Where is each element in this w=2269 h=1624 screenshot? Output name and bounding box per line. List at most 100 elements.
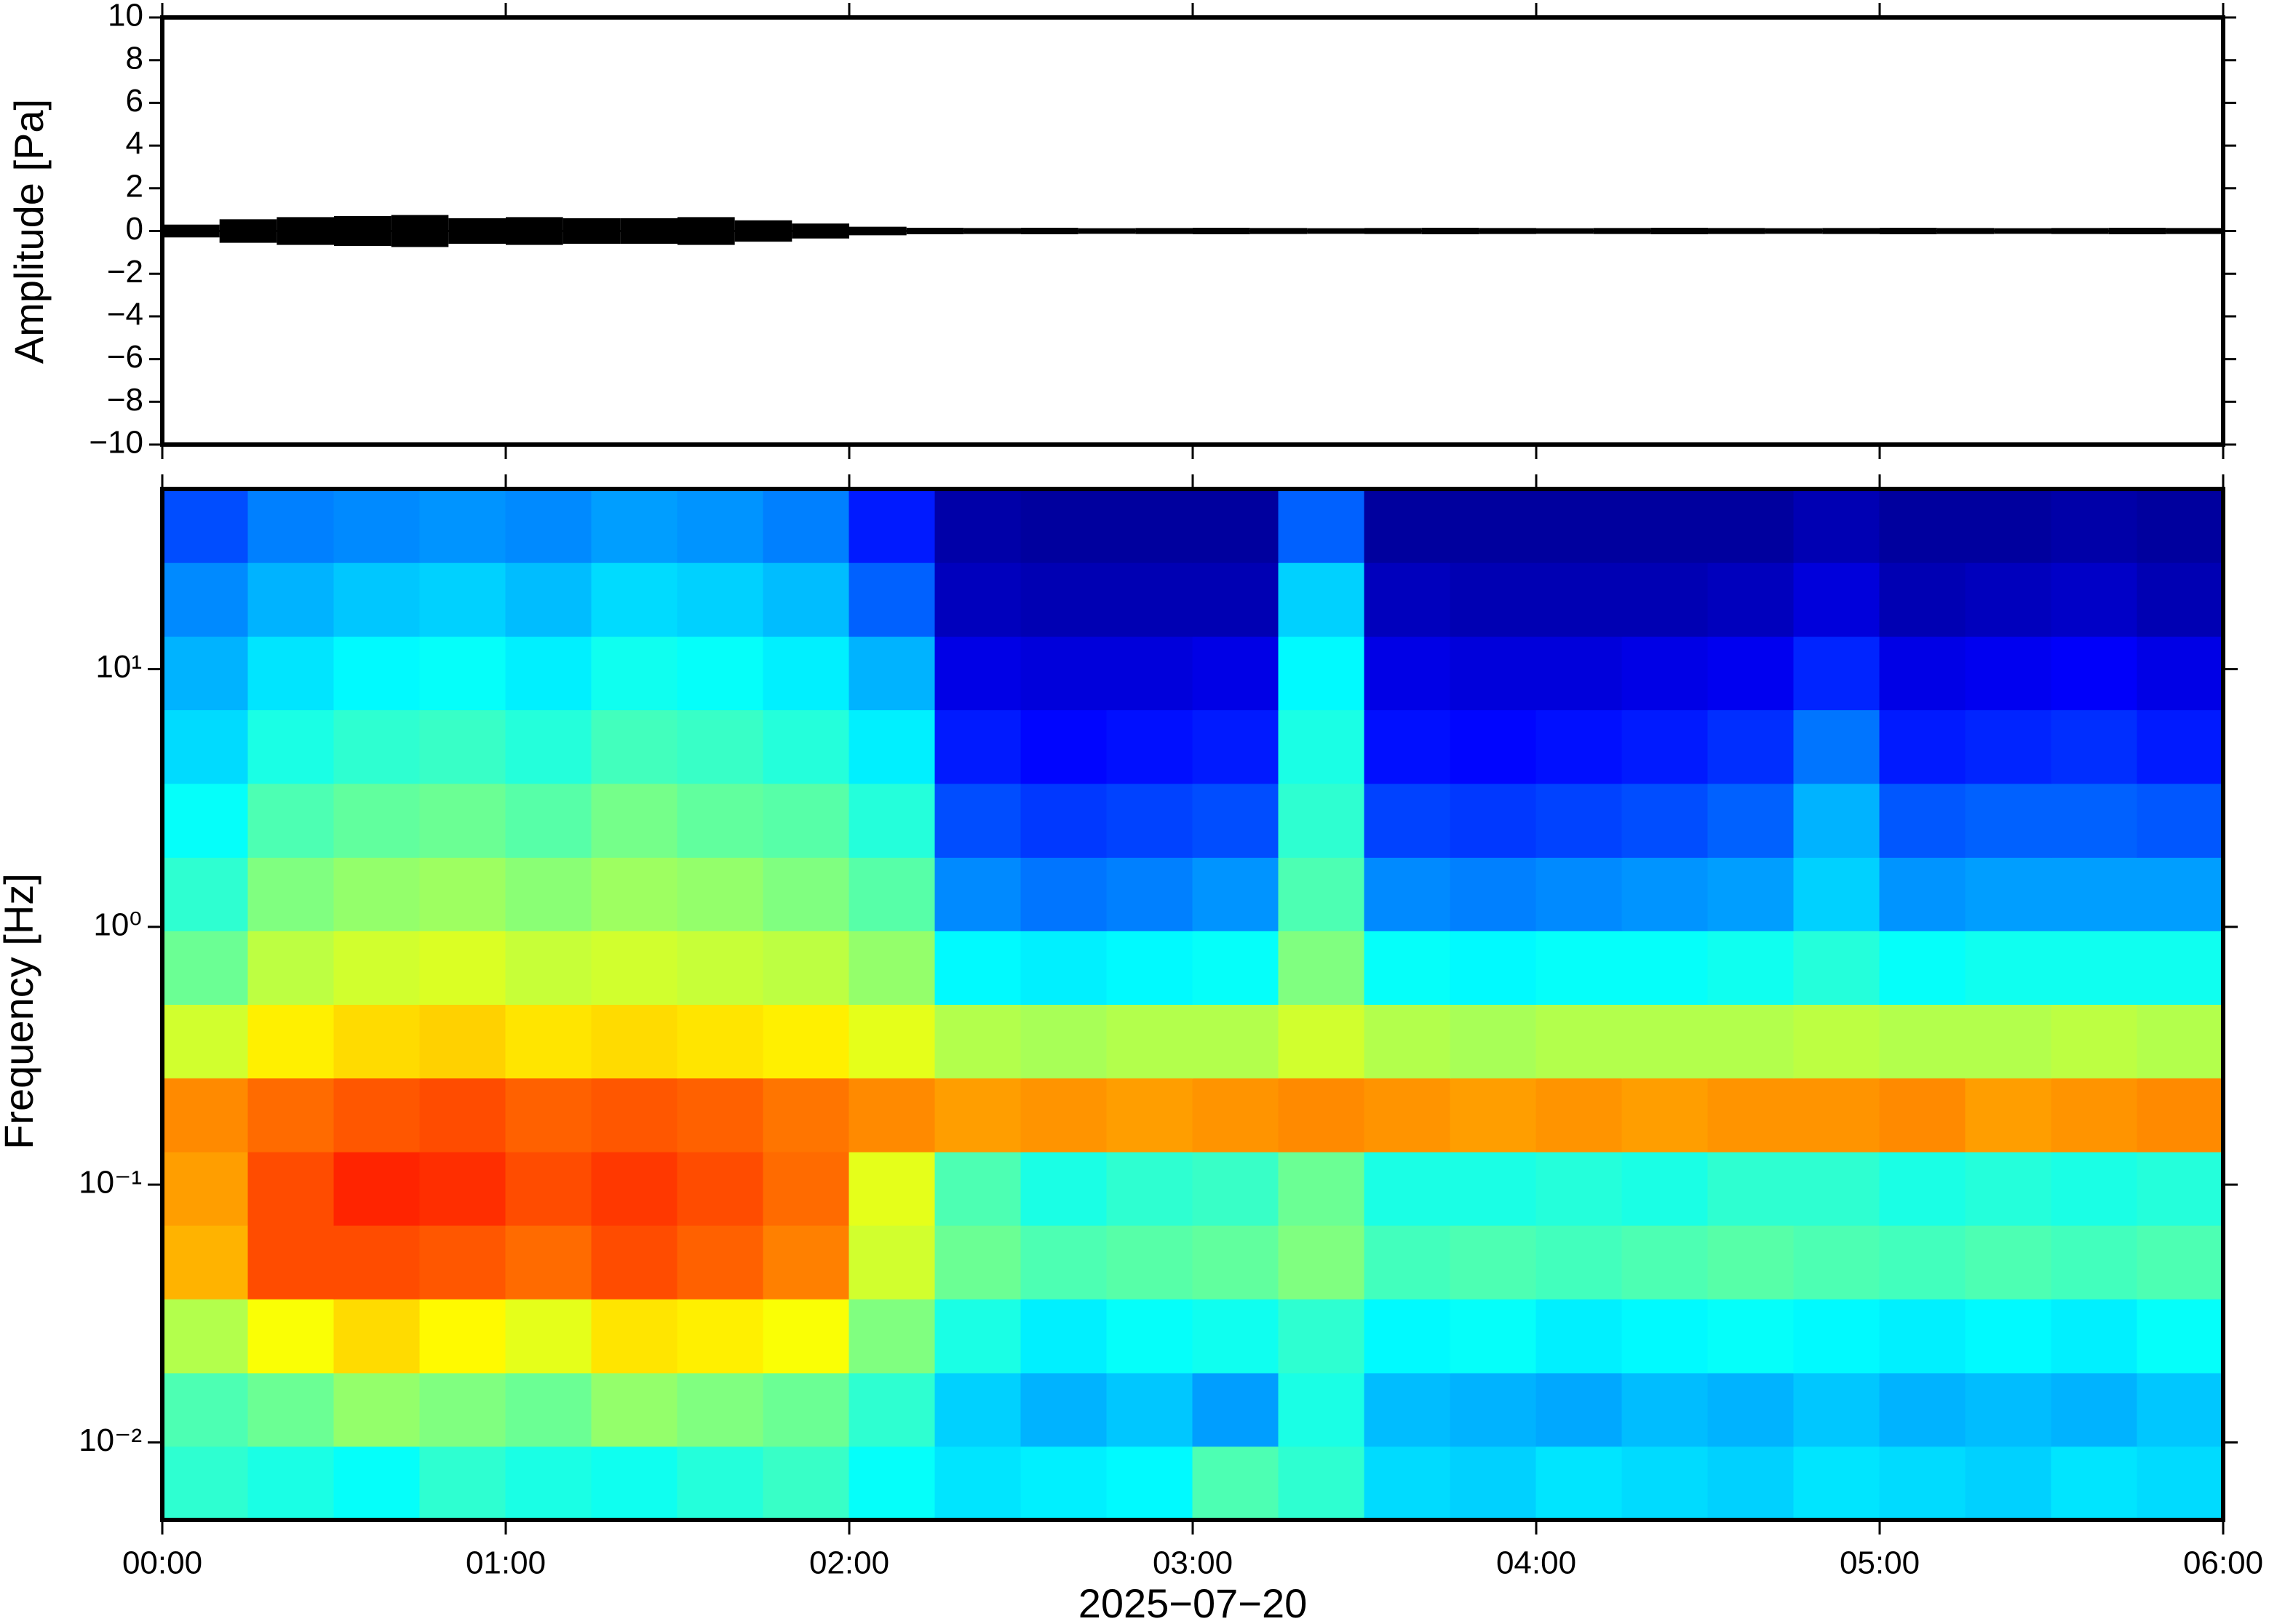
spectrogram-cell <box>1278 1225 1365 1299</box>
spectrogram-cell <box>849 1151 936 1226</box>
spectrogram-cell <box>934 709 1022 784</box>
spectrogram-cell <box>1450 636 1537 711</box>
spectrogram-cell <box>1106 1078 1193 1153</box>
spectrogram-cell <box>419 856 506 931</box>
spectrogram-cell <box>1450 1446 1537 1521</box>
spectrogram-cell <box>1450 488 1537 563</box>
spectrogram-cell <box>1707 1078 1795 1153</box>
spectrogram-cell <box>505 562 592 637</box>
spectrogram-cell <box>1364 1078 1451 1153</box>
spectrogram-cell <box>1450 930 1537 1005</box>
spectrogram-cell <box>1192 488 1279 563</box>
spectrogram-cell <box>1965 930 2052 1005</box>
spectrogram-cell <box>849 930 936 1005</box>
spectrogram-cell <box>1450 783 1537 858</box>
spectrogram-cell <box>591 1004 678 1079</box>
spectrogram-cell <box>1020 1078 1108 1153</box>
spectrogram-cell <box>247 1078 335 1153</box>
spectrogram-cell <box>333 856 421 931</box>
spectrogram-cell <box>1965 1372 2052 1447</box>
spectrogram-cell <box>677 1372 764 1447</box>
spectrogram-cell <box>1450 1004 1537 1079</box>
spectrogram-cell <box>1278 1004 1365 1079</box>
spectrogram-cell <box>2137 1004 2224 1079</box>
spectrogram-cell <box>1450 1078 1537 1153</box>
spectrogram-cell <box>1192 1372 1279 1447</box>
spectrogram-cell <box>1707 930 1795 1005</box>
spectrogram-cell <box>1793 1446 1880 1521</box>
spectrogram-cell <box>1020 1372 1108 1447</box>
spectrogram-cell <box>1707 562 1795 637</box>
spectrogram-cell <box>1621 856 1709 931</box>
spectrogram-cell <box>333 1004 421 1079</box>
spectrogram-cell <box>1965 1151 2052 1226</box>
spectrogram-cell <box>333 930 421 1005</box>
spectrogram-cell <box>677 1078 764 1153</box>
y-tick-label: −2 <box>107 254 143 290</box>
spectrogram-cell <box>2137 1446 2224 1521</box>
spectrogram-cell <box>763 1446 850 1521</box>
spectrogram-cell <box>505 856 592 931</box>
waveform-envelope <box>391 215 449 247</box>
spectrogram-cell <box>1965 1078 2052 1153</box>
spectrogram-cell <box>505 1225 592 1299</box>
spectrogram-cell <box>591 856 678 931</box>
spectrogram-cell <box>1793 930 1880 1005</box>
spectrogram-cell <box>1278 1298 1365 1374</box>
x-tick-label: 01:00 <box>466 1545 546 1581</box>
spectrogram-cell <box>1278 488 1365 563</box>
spectrogram-cell <box>677 1446 764 1521</box>
spectrogram-cell <box>1879 930 1966 1005</box>
spectrogram-cell <box>1707 636 1795 711</box>
spectrogram-cell <box>247 1151 335 1226</box>
spectrogram-cell <box>2051 488 2138 563</box>
spectrogram-cell <box>934 1372 1022 1447</box>
spectrogram-cell <box>763 709 850 784</box>
spectrogram-cell <box>849 562 936 637</box>
spectrogram-cell <box>1535 709 1623 784</box>
spectrogram-cell <box>1020 1298 1108 1374</box>
spectrogram-cell <box>677 1004 764 1079</box>
spectrogram-cell <box>934 783 1022 858</box>
spectrogram-cell <box>162 1372 249 1447</box>
waveform-envelope <box>563 218 621 244</box>
spectrogram-cell <box>1535 488 1623 563</box>
spectrogram-cell <box>419 930 506 1005</box>
spectrogram-cell <box>505 783 592 858</box>
spectrogram-cell <box>1192 1225 1279 1299</box>
x-tick-label: 03:00 <box>1153 1545 1233 1581</box>
spectrogram-cell <box>2051 1078 2138 1153</box>
spectrogram-cell <box>1965 1225 2052 1299</box>
waveform-envelope <box>963 228 1021 234</box>
spectrogram-cell <box>1535 1372 1623 1447</box>
spectrogram-cell <box>763 930 850 1005</box>
spectrogram-cell <box>419 783 506 858</box>
waveform-envelope <box>1936 228 1995 234</box>
spectrogram-cell <box>1621 1078 1709 1153</box>
spectrogram-cell <box>1879 1298 1966 1374</box>
spectrogram-cell <box>591 1151 678 1226</box>
spectrogram-cell <box>934 1151 1022 1226</box>
spectrogram-cell <box>1364 709 1451 784</box>
spectrogram-cell <box>333 783 421 858</box>
spectrogram-cell <box>1278 636 1365 711</box>
spectrogram-cell <box>1450 1298 1537 1374</box>
spectrogram-cell <box>1793 636 1880 711</box>
y-tick-label: −10 <box>89 425 143 461</box>
waveform-envelope <box>448 218 506 244</box>
spectrogram-cell <box>505 636 592 711</box>
spectrogram-cell <box>2051 856 2138 931</box>
spectrogram-cell <box>419 562 506 637</box>
spectrogram-cell <box>1965 488 2052 563</box>
spectrogram-cell <box>1621 1372 1709 1447</box>
spectrogram-cell <box>849 1004 936 1079</box>
waveform-envelope <box>1078 228 1136 234</box>
spectrogram-cell <box>1793 1298 1880 1374</box>
spectrogram-cell <box>1106 1225 1193 1299</box>
spectrogram-cell <box>849 1372 936 1447</box>
waveform-envelope <box>1021 228 1078 234</box>
spectrogram-cell <box>1965 1298 2052 1374</box>
spectrogram-cell <box>763 1078 850 1153</box>
waveform-envelope <box>2051 228 2109 234</box>
spectrogram-cell <box>677 783 764 858</box>
